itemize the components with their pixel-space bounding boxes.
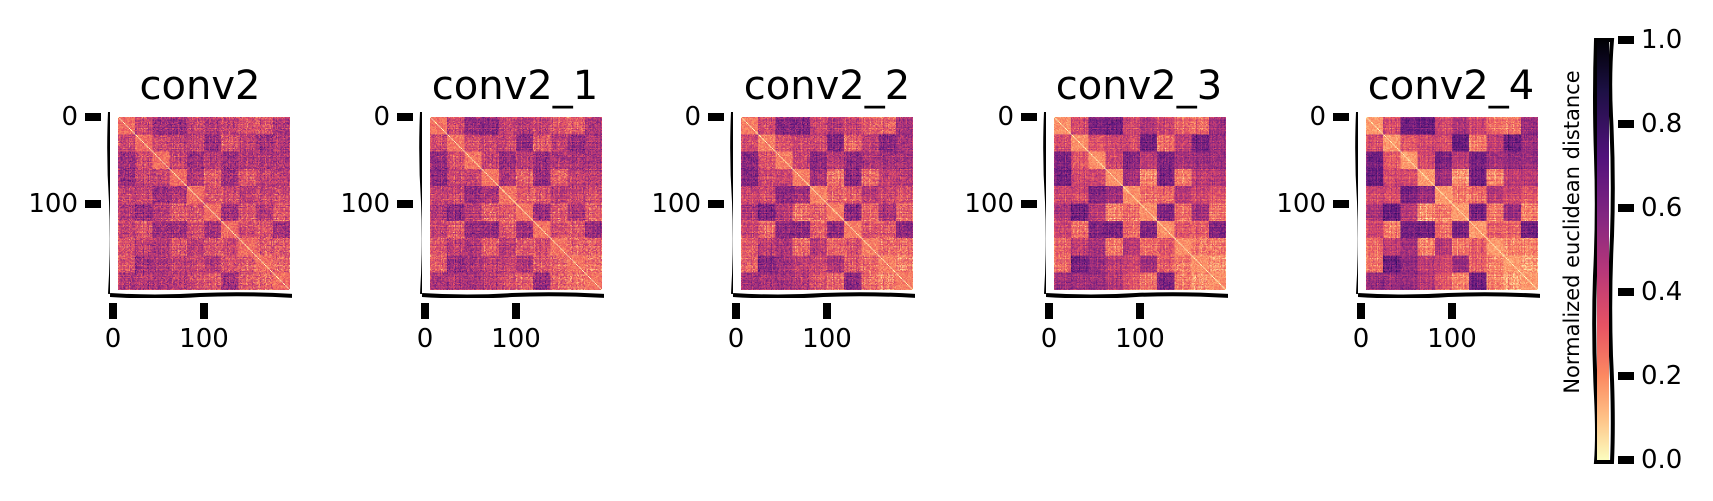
colorbar-tick [1618,288,1634,296]
distance-heatmap [1054,117,1226,290]
x-tick [109,303,117,319]
y-axis-spine [730,112,733,294]
y-tick-label: 100 [964,188,1014,219]
x-axis-spine [733,292,915,298]
heatmap-panel-conv2-3: conv2_3 [0,0,1222,380]
colorbar-tick-label: 1.0 [1641,25,1683,55]
x-axis-spine [1046,292,1228,298]
x-tick-label: 0 [104,324,122,354]
heatmap-panel-conv2-1: conv2_1 [0,0,598,380]
y-tick [1021,199,1037,208]
colorbar-tick-label: 0.2 [1641,361,1683,391]
y-tick [708,113,724,121]
y-tick [1021,113,1037,121]
x-tick-label: 100 [802,324,852,354]
y-tick-label: 100 [340,188,390,219]
x-axis-spine [422,292,604,298]
x-tick [421,303,429,319]
x-tick [1357,303,1365,319]
y-tick [85,199,101,208]
colorbar-frame [1592,38,1615,464]
colorbar-tick [1618,456,1634,464]
y-tick [397,199,413,208]
y-tick [708,199,724,208]
x-tick [823,303,831,319]
x-tick [732,303,740,319]
y-tick-label: 0 [684,102,701,132]
distance-heatmap [741,117,913,290]
colorbar-tick-label: 0.6 [1641,193,1683,223]
x-axis-spine [1358,292,1540,298]
y-tick [85,113,101,121]
panel-title: conv2_2 [743,63,911,109]
heatmap-canvas [741,117,913,290]
x-tick-label: 100 [491,324,541,354]
panel-title: conv2 [139,63,261,109]
colorbar [1592,36,1616,466]
colorbar-tick-label: 0.0 [1641,445,1683,475]
colorbar-tick-label: 0.4 [1641,277,1683,307]
y-axis-spine [1355,112,1358,294]
y-tick-label: 0 [61,102,78,132]
x-tick [512,303,520,319]
colorbar-tick-label: 0.8 [1641,109,1683,139]
y-tick [397,113,413,121]
panel-title: conv2_4 [1367,63,1535,109]
distance-heatmap [118,117,290,290]
x-tick-label: 0 [416,324,434,354]
x-tick-label: 0 [727,324,745,354]
y-axis-spine [107,112,110,294]
y-tick-label: 100 [651,188,701,219]
heatmap-canvas [1054,117,1226,290]
colorbar-tick [1618,120,1634,128]
y-tick-label: 0 [373,102,390,132]
distance-heatmap [1366,117,1538,290]
y-tick-label: 0 [997,102,1014,132]
y-tick [1333,199,1349,208]
heatmap-canvas [1366,117,1538,290]
y-tick-label: 0 [1309,102,1326,132]
y-tick-label: 100 [1276,188,1326,219]
y-tick-label: 100 [28,188,78,219]
panel-title: conv2_3 [1055,63,1223,109]
x-tick-label: 100 [1115,324,1165,354]
heatmap-canvas [430,117,602,290]
x-axis-spine [110,292,292,298]
x-tick-label: 0 [1040,324,1058,354]
y-axis-spine [1043,112,1046,294]
heatmap-canvas [118,117,290,290]
x-tick [200,303,208,319]
y-tick [1333,113,1349,121]
x-tick-label: 0 [1352,324,1370,354]
colorbar-tick [1618,204,1634,212]
heatmap-panel-conv2-2: conv2_2 [0,0,910,380]
x-tick [1448,303,1456,319]
x-tick-label: 100 [1427,324,1477,354]
colorbar-tick [1618,372,1634,380]
x-tick [1045,303,1053,319]
colorbar-tick [1618,36,1634,44]
colorbar-label: Normalized euclidean distance [1560,70,1584,394]
heatmap-panel-conv2-4: conv2_4 [0,0,1534,380]
y-axis-spine [419,112,422,294]
heatmap-panel-conv2: conv2 [0,0,300,380]
x-tick-label: 100 [179,324,229,354]
distance-heatmap [430,117,602,290]
colorbar-gradient [1597,40,1609,460]
x-tick [1136,303,1144,319]
panel-title: conv2_1 [431,63,599,109]
